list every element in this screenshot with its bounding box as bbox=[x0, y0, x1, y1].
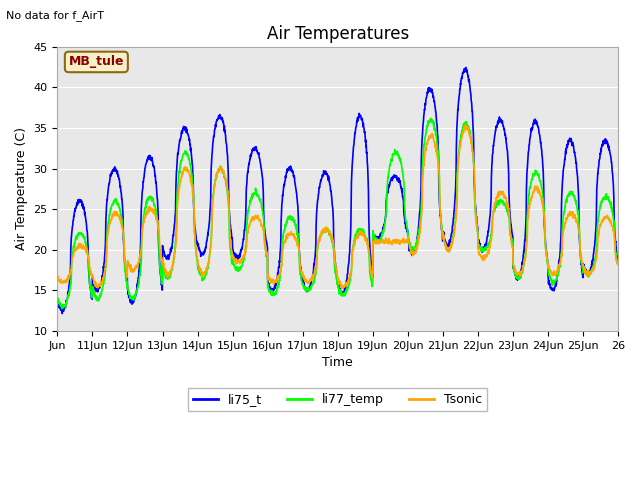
li77_temp bbox=[607, 199, 614, 205]
li77_temp bbox=[428, 116, 435, 121]
Tsonic bbox=[607, 220, 614, 226]
li77_temp bbox=[539, 191, 547, 197]
li75_t bbox=[110, 167, 118, 172]
Tsonic bbox=[614, 262, 622, 267]
Line: li77_temp: li77_temp bbox=[58, 119, 618, 309]
Tsonic bbox=[230, 256, 238, 262]
li77_temp bbox=[54, 295, 61, 300]
li77_temp bbox=[58, 306, 66, 312]
Text: MB_tule: MB_tule bbox=[68, 56, 124, 69]
Tsonic bbox=[507, 236, 515, 242]
Line: li75_t: li75_t bbox=[58, 68, 618, 313]
li77_temp bbox=[231, 264, 239, 270]
li77_temp bbox=[507, 232, 515, 238]
Tsonic bbox=[372, 238, 380, 244]
Legend: li75_t, li77_temp, Tsonic: li75_t, li77_temp, Tsonic bbox=[188, 388, 487, 411]
Tsonic bbox=[338, 286, 346, 292]
li75_t bbox=[507, 222, 515, 228]
X-axis label: Time: Time bbox=[323, 356, 353, 369]
Y-axis label: Air Temperature (C): Air Temperature (C) bbox=[15, 127, 28, 251]
Line: Tsonic: Tsonic bbox=[58, 125, 618, 289]
Text: No data for f_AirT: No data for f_AirT bbox=[6, 10, 104, 21]
li75_t bbox=[462, 65, 470, 71]
Tsonic bbox=[461, 122, 469, 128]
li75_t bbox=[372, 234, 380, 240]
Tsonic bbox=[109, 210, 117, 216]
li75_t bbox=[58, 311, 66, 316]
li75_t bbox=[231, 251, 239, 257]
li75_t bbox=[54, 296, 61, 302]
li75_t bbox=[607, 152, 614, 158]
Title: Air Temperatures: Air Temperatures bbox=[266, 24, 409, 43]
Tsonic bbox=[539, 201, 547, 206]
Tsonic bbox=[54, 273, 61, 278]
li75_t bbox=[539, 158, 547, 164]
li77_temp bbox=[372, 235, 380, 241]
li77_temp bbox=[110, 198, 118, 204]
li75_t bbox=[614, 258, 622, 264]
li77_temp bbox=[614, 260, 622, 265]
